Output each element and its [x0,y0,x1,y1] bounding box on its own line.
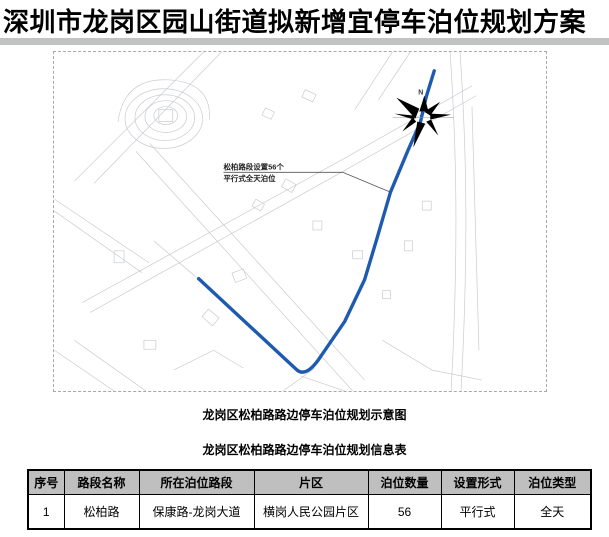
header-setup-form: 设置形式 [440,469,515,495]
map-panel: 松柏路段设置56个 平行式全天泊位 N [53,51,547,392]
cell-serial-number: 1 [27,494,65,530]
header-road-name: 路段名称 [63,469,140,495]
planning-map: 松柏路段设置56个 平行式全天泊位 N [54,52,482,391]
table-header-row: 序号 路段名称 所在泊位路段 片区 泊位数量 设置形式 泊位类型 [27,469,592,495]
title-divider-bar [0,38,609,45]
header-berth-road-section: 所在泊位路段 [138,469,255,495]
map-streets [54,52,482,391]
header-berth-type: 泊位类型 [513,469,592,495]
parking-info-table: 序号 路段名称 所在泊位路段 片区 泊位数量 设置形式 泊位类型 1 松柏路 保… [27,469,592,530]
north-label: N [418,90,423,97]
north-arrow-icon: N [392,90,455,148]
route-annotation-line1: 松柏路段设置56个 [223,161,284,171]
cell-berth-count: 56 [367,494,442,530]
route-annotation-line2: 平行式全天泊位 [223,173,276,183]
table-row: 1 松柏路 保康路-龙岗大道 横岗人民公园片区 56 平行式 全天 [27,494,592,530]
annotation-leader-line [223,171,391,193]
header-berth-count: 泊位数量 [367,469,442,495]
cell-road-name: 松柏路 [63,494,140,530]
cell-setup-form: 平行式 [440,494,515,530]
cell-berth-road-section: 保康路-龙岗大道 [138,494,255,530]
header-serial-number: 序号 [27,469,65,495]
page-title: 深圳市龙岗区园山街道拟新增宜停车泊位规划方案 [3,7,587,37]
cell-district: 横岗人民公园片区 [253,494,369,530]
table-caption: 龙岗区松柏路路边停车泊位规划信息表 [202,443,407,457]
header-district: 片区 [253,469,369,495]
cell-berth-type: 全天 [513,494,592,530]
map-caption: 龙岗区松柏路路边停车泊位规划示意图 [202,408,407,422]
route-line [196,69,436,374]
